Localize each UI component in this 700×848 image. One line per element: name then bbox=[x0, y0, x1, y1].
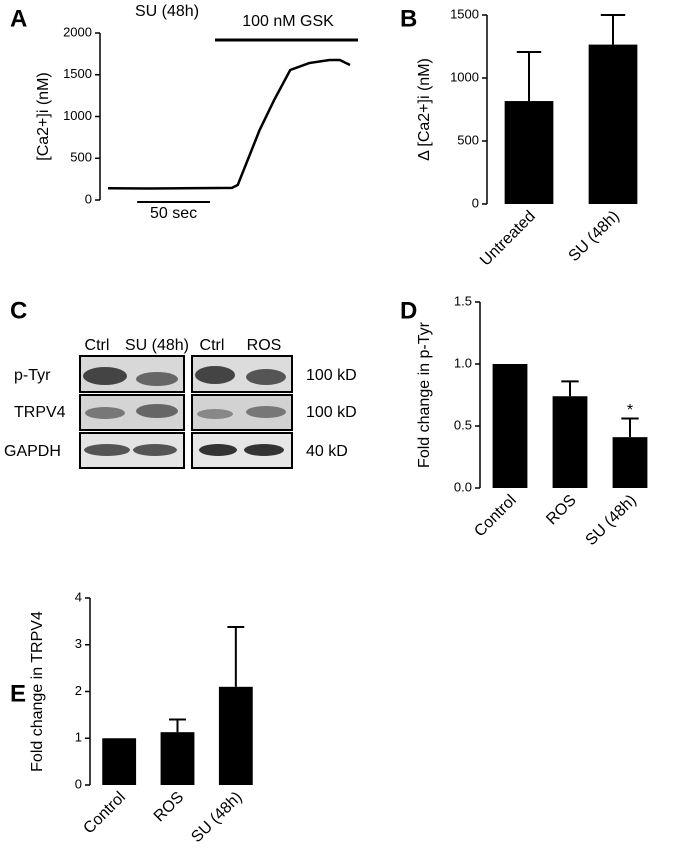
y-tick-label: 1500 bbox=[63, 66, 92, 81]
y-tick-label: 2000 bbox=[63, 24, 92, 39]
annotation: * bbox=[627, 402, 633, 419]
x-tick-label: ROS bbox=[151, 789, 188, 826]
band bbox=[136, 372, 178, 386]
bar bbox=[492, 364, 528, 488]
y-tick-label: 500 bbox=[70, 150, 92, 165]
lane-label: ROS bbox=[247, 337, 282, 354]
row-label: p-Tyr bbox=[14, 367, 51, 384]
y-tick-label: 0.0 bbox=[454, 479, 472, 494]
band bbox=[195, 366, 235, 384]
line bbox=[107, 58, 351, 190]
y-tick-label: 2 bbox=[75, 683, 82, 698]
bar bbox=[218, 686, 253, 785]
band bbox=[133, 444, 177, 456]
y-tick-label: 1.5 bbox=[454, 293, 472, 308]
lane-label: Ctrl bbox=[85, 337, 110, 354]
bar bbox=[612, 437, 648, 488]
y-tick-label: 1500 bbox=[450, 6, 479, 21]
bar bbox=[504, 101, 554, 204]
y-axis-label: Δ [Ca2+]i (nM) bbox=[416, 58, 433, 161]
band bbox=[83, 367, 127, 385]
scale-bar-label: 50 sec bbox=[150, 205, 197, 222]
y-tick-label: 0 bbox=[472, 195, 479, 210]
y-tick-label: 0 bbox=[75, 776, 82, 791]
band bbox=[246, 369, 286, 385]
bar bbox=[102, 738, 137, 785]
size-label: 100 kD bbox=[306, 404, 357, 421]
chart-title: SU (48h) bbox=[135, 3, 199, 20]
x-tick-label: SU (48h) bbox=[188, 789, 245, 846]
band bbox=[136, 404, 178, 418]
x-tick-label: SU (48h) bbox=[566, 208, 623, 265]
x-tick-label: SU (48h) bbox=[583, 492, 640, 549]
x-tick-label: Untreated bbox=[477, 208, 539, 270]
lane-label: Ctrl bbox=[200, 337, 225, 354]
x-tick-label: Control bbox=[80, 789, 129, 838]
band bbox=[199, 444, 237, 456]
panel-label: B bbox=[400, 5, 417, 32]
annotation: 100 nM GSK bbox=[242, 13, 334, 30]
y-axis-label: [Ca2+]i (nM) bbox=[35, 72, 52, 160]
y-axis-label: Fold change in TRPV4 bbox=[29, 611, 46, 772]
row-label: TRPV4 bbox=[14, 404, 66, 421]
y-tick-label: 1000 bbox=[63, 108, 92, 123]
panel-label: A bbox=[10, 5, 27, 32]
bar bbox=[588, 44, 638, 204]
x-tick-label: Control bbox=[471, 492, 520, 541]
band bbox=[244, 444, 284, 456]
y-tick-label: 0.5 bbox=[454, 417, 472, 432]
size-label: 100 kD bbox=[306, 367, 357, 384]
y-tick-label: 3 bbox=[75, 636, 82, 651]
panel-label: D bbox=[400, 297, 417, 324]
y-tick-label: 1 bbox=[75, 730, 82, 745]
bar bbox=[552, 396, 588, 488]
y-tick-label: 500 bbox=[457, 132, 479, 147]
band bbox=[84, 444, 130, 456]
lane-label: SU (48h) bbox=[125, 337, 189, 354]
band bbox=[197, 409, 233, 419]
y-tick-label: 1000 bbox=[450, 69, 479, 84]
band bbox=[85, 407, 125, 419]
y-tick-label: 4 bbox=[75, 589, 82, 604]
y-tick-label: 1.0 bbox=[454, 355, 472, 370]
y-tick-label: 0 bbox=[85, 191, 92, 206]
x-tick-label: ROS bbox=[543, 492, 580, 529]
row-label: GAPDH bbox=[4, 443, 61, 460]
band bbox=[246, 406, 286, 418]
panel-label: E bbox=[10, 680, 26, 707]
bar bbox=[160, 732, 195, 785]
y-axis-label: Fold change in p-Tyr bbox=[416, 321, 433, 468]
panel-label: C bbox=[10, 297, 27, 324]
size-label: 40 kD bbox=[306, 443, 348, 460]
blot bbox=[79, 355, 293, 469]
